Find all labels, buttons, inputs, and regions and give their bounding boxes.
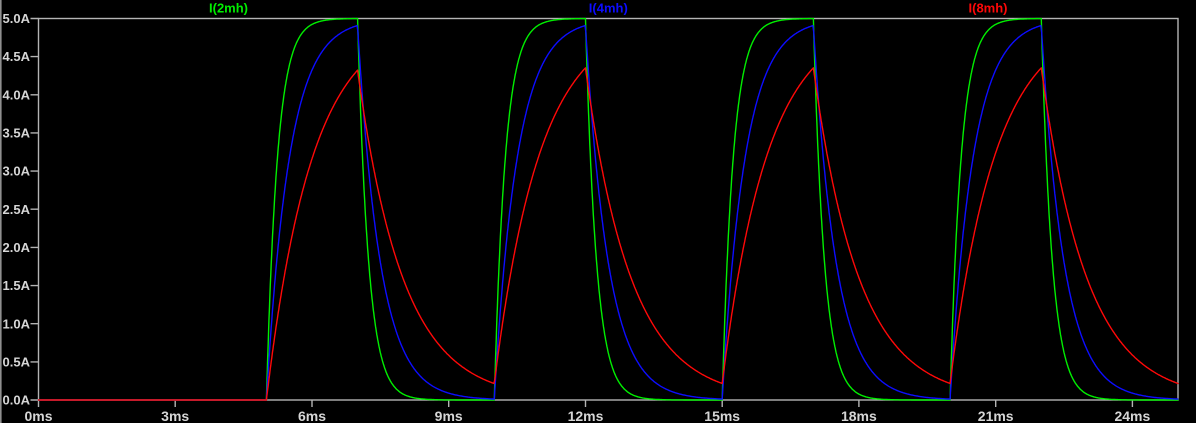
svg-text:I(4mh): I(4mh) (589, 1, 628, 16)
svg-text:3.5A: 3.5A (3, 126, 31, 141)
svg-text:2.5A: 2.5A (3, 202, 31, 217)
svg-text:2.0A: 2.0A (3, 240, 31, 255)
svg-text:3.0A: 3.0A (3, 164, 31, 179)
svg-text:6ms: 6ms (298, 408, 326, 423)
svg-text:5.0A: 5.0A (3, 11, 31, 26)
svg-text:4.0A: 4.0A (3, 87, 31, 102)
svg-text:1.5A: 1.5A (3, 278, 31, 293)
svg-text:1.0A: 1.0A (3, 316, 31, 331)
svg-text:18ms: 18ms (841, 408, 877, 423)
svg-text:21ms: 21ms (978, 408, 1014, 423)
svg-text:0.0A: 0.0A (3, 393, 31, 408)
svg-text:3ms: 3ms (161, 408, 189, 423)
svg-text:15ms: 15ms (704, 408, 740, 423)
svg-text:0ms: 0ms (24, 408, 52, 423)
svg-text:I(8mh): I(8mh) (969, 1, 1008, 16)
svg-text:0.5A: 0.5A (3, 355, 31, 370)
svg-text:4.5A: 4.5A (3, 49, 31, 64)
svg-text:I(2mh): I(2mh) (209, 1, 248, 16)
svg-text:9ms: 9ms (435, 408, 463, 423)
svg-text:24ms: 24ms (1114, 408, 1150, 423)
svg-text:12ms: 12ms (568, 408, 604, 423)
